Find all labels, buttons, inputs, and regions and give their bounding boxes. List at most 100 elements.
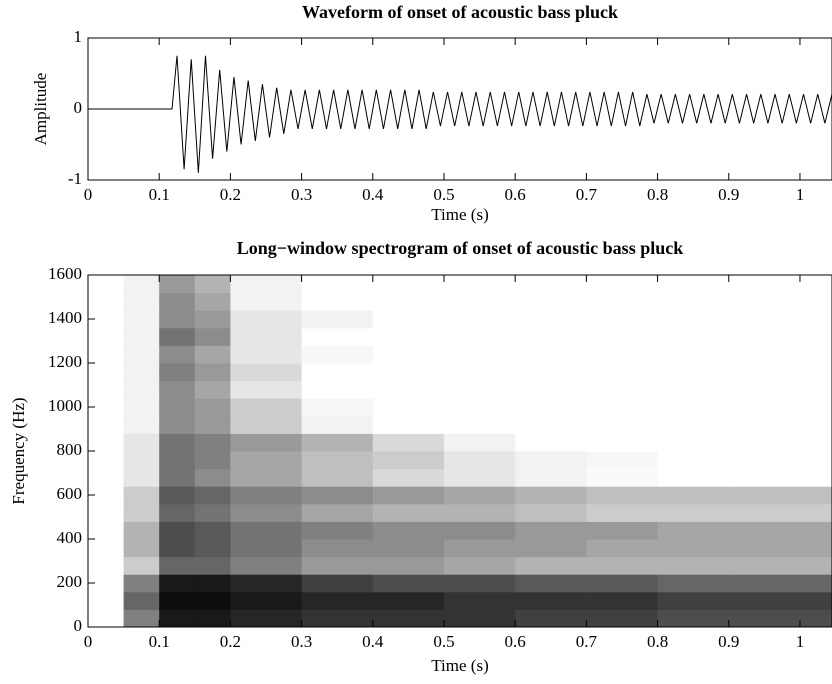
spectrogram-cell [443,468,516,487]
y-tick-label: -1 [68,169,82,188]
y-axis-label: Amplitude [31,73,50,146]
spectrogram-cell [230,275,303,294]
spectrogram-cell [230,451,303,470]
spectrogram-cell [372,591,445,610]
spectrogram-cell [301,591,374,610]
spectrogram-cell [657,574,730,593]
spectrogram-cell [159,345,196,364]
spectrogram-cell [657,591,730,610]
y-tick-label: 600 [57,484,83,503]
x-tick-label: 0.4 [362,185,384,204]
spectrogram-cell [301,327,374,346]
spectrogram-cell [194,521,231,540]
spectrogram-cell [372,521,445,540]
spectrogram-cell [301,609,374,627]
spectrogram-cell [194,486,231,505]
x-tick-label: 0.7 [576,185,598,204]
spectrogram-cell [123,345,160,364]
spectrogram-cell [728,345,832,364]
spectrogram-cell [372,468,445,487]
spectrogram-cell [515,398,587,417]
spectrogram-cell [372,451,445,470]
spectrogram-cell [443,486,516,505]
spectrogram-cell [372,310,445,329]
spectrogram-cell [586,310,659,329]
spectrogram-cell [372,433,445,452]
spectrogram-cell [443,574,516,593]
spectrogram-cell [372,539,445,558]
spectrogram-cell [372,380,445,399]
spectrogram-cell [230,486,303,505]
y-tick-label: 1 [74,27,83,46]
spectrogram-cell [586,521,659,540]
y-tick-label: 0 [74,98,83,117]
spectrogram-cell [443,345,516,364]
spectrogram-cell [515,433,587,452]
spectrogram-cell [586,451,659,470]
y-axis-label: Frequency (Hz) [9,397,28,504]
spectrogram-cell [657,327,730,346]
spectrogram-cell [194,574,231,593]
spectrogram-cell [443,292,516,311]
spectrogram-cell [159,521,196,540]
spectrogram-cell [194,468,231,487]
spectrogram-cell [586,380,659,399]
spectrogram-cell [123,609,160,627]
spectrogram-cell [728,609,832,627]
spectrogram-cell [301,415,374,434]
spectrogram-cell [123,468,160,487]
spectrogram-cell [194,363,231,382]
spectrogram-cell [657,415,730,434]
spectrogram-cell [728,292,832,311]
spectrogram-cell [230,521,303,540]
spectrogram-cell [515,521,587,540]
spectrogram-cell [443,433,516,452]
spectrogram-cell [657,398,730,417]
spectrogram-cell [443,398,516,417]
spectrogram-cell [159,398,196,417]
spectrogram-cell [159,503,196,522]
spectrogram-cell [728,574,832,593]
spectrogram-cell [194,609,231,627]
y-tick-label: 800 [57,440,83,459]
spectrogram-cell [159,591,196,610]
x-tick-label: 0 [84,632,93,651]
spectrogram-cell [230,398,303,417]
spectrogram-cell [586,275,659,294]
spectrogram-cell [586,609,659,627]
spectrogram-cell [657,468,730,487]
spectrogram-cell [586,433,659,452]
spectrogram-cell [657,433,730,452]
spectrogram-cell [515,451,587,470]
spectrogram-cell [159,451,196,470]
spectrogram-cell [728,468,832,487]
spectrogram-cell [301,345,374,364]
x-tick-label: 0.2 [220,632,241,651]
x-tick-label: 0.5 [433,185,454,204]
x-tick-label: 0.3 [291,632,312,651]
x-tick-label: 0.8 [647,632,668,651]
y-tick-label: 1000 [48,396,82,415]
spectrogram-cell [443,539,516,558]
spectrogram-cell [123,415,160,434]
spectrogram-cell [515,486,587,505]
spectrogram-cell [657,345,730,364]
x-tick-label: 1 [796,632,805,651]
spectrogram-cell [194,292,231,311]
spectrogram-cell [301,451,374,470]
spectrogram-cell [159,327,196,346]
spectrogram-cell [657,363,730,382]
x-tick-label: 0.3 [291,185,312,204]
y-tick-label: 1200 [48,352,82,371]
x-tick-label: 0.7 [576,632,598,651]
spectrogram-cell [159,574,196,593]
spectrogram-cell [728,433,832,452]
x-tick-label: 1 [796,185,805,204]
spectrogram-cell [657,275,730,294]
spectrogram-cell [159,275,196,294]
x-tick-label: 0.2 [220,185,241,204]
spectrogram-cell [301,486,374,505]
spectrogram-cell [230,327,303,346]
spectrogram-cell [194,556,231,575]
spectrogram-cell [372,275,445,294]
